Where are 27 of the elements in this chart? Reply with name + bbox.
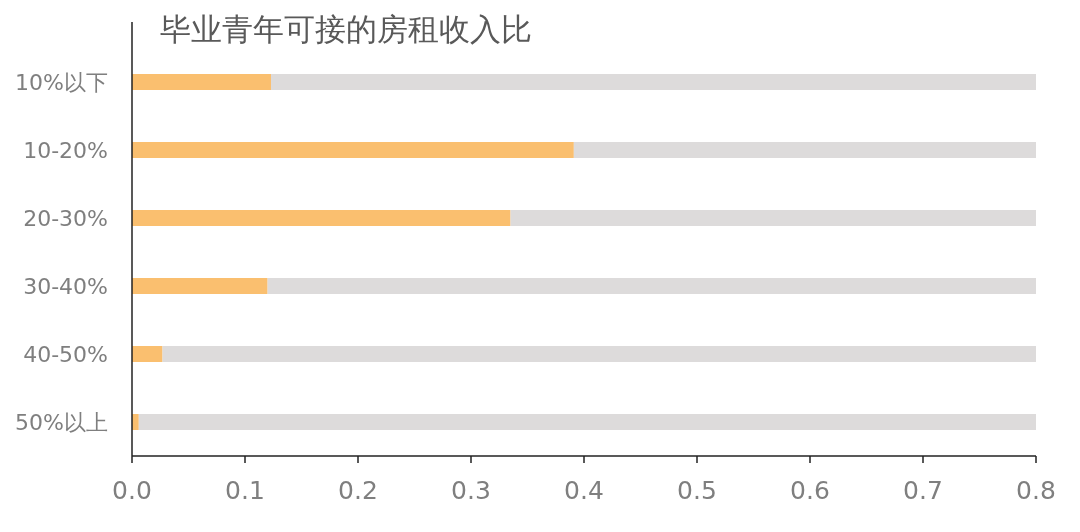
x-tick-label: 0.7 bbox=[903, 476, 943, 505]
x-tick-label: 0.0 bbox=[112, 476, 152, 505]
bar bbox=[162, 346, 1036, 362]
x-tick-label: 0.8 bbox=[1016, 476, 1056, 505]
chart-title: 毕业青年可接的房租收入比 bbox=[160, 11, 532, 47]
x-tick-label: 0.4 bbox=[564, 476, 604, 505]
bar bbox=[132, 346, 163, 362]
y-tick-label: 10-20% bbox=[23, 138, 108, 163]
bar bbox=[267, 278, 1036, 294]
y-tick-label: 10%以下 bbox=[15, 70, 108, 95]
x-tick-label: 0.5 bbox=[677, 476, 717, 505]
y-tick-label: 40-50% bbox=[23, 342, 108, 367]
bar bbox=[132, 142, 574, 158]
x-tick-label: 0.6 bbox=[790, 476, 830, 505]
y-tick-label: 50%以上 bbox=[15, 410, 108, 435]
bar bbox=[132, 278, 268, 294]
y-tick-label: 30-40% bbox=[23, 274, 108, 299]
x-tick-label: 0.2 bbox=[338, 476, 378, 505]
x-tick-label: 0.1 bbox=[225, 476, 265, 505]
bar bbox=[138, 414, 1036, 430]
bar bbox=[573, 142, 1036, 158]
bar bbox=[132, 210, 511, 226]
bar bbox=[132, 74, 271, 90]
bar bbox=[510, 210, 1036, 226]
bar bbox=[270, 74, 1036, 90]
x-tick-label: 0.3 bbox=[451, 476, 491, 505]
y-tick-label: 20-30% bbox=[23, 206, 108, 231]
